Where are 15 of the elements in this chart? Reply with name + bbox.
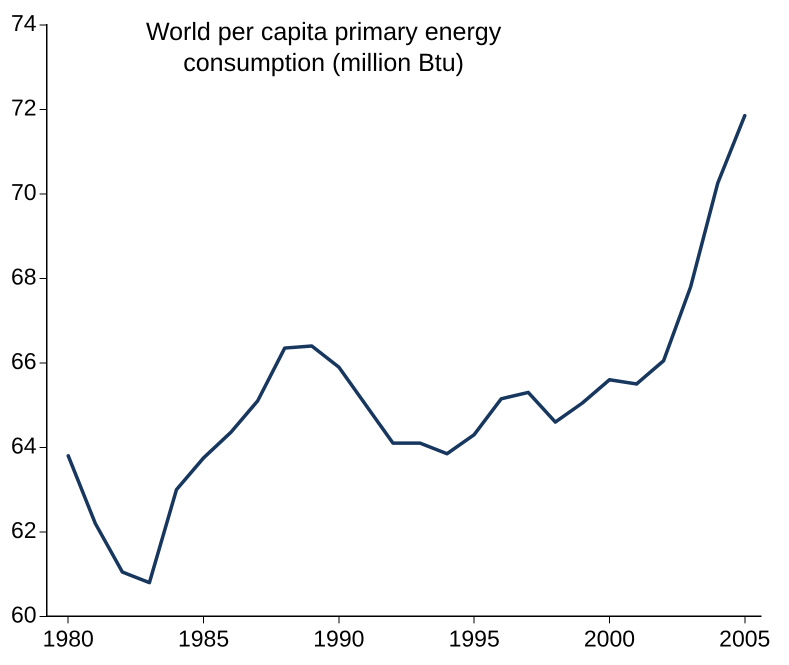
x-tick-label: 1990 <box>313 626 364 652</box>
y-tick-label: 62 <box>10 517 37 544</box>
y-tick-label: 72 <box>10 94 37 121</box>
y-tick-label: 66 <box>10 348 37 374</box>
y-tick-label: 70 <box>10 179 37 206</box>
x-tick-label: 1995 <box>448 626 500 652</box>
y-tick-label: 64 <box>10 432 37 459</box>
x-tick-label: 1985 <box>178 626 230 652</box>
chart-title: World per capita primary energy consumption (million Btu) <box>146 18 502 78</box>
x-tick-label: 2000 <box>584 626 636 652</box>
y-tick-label: 68 <box>10 264 37 290</box>
x-tick-label: 2005 <box>719 626 770 652</box>
y-tick-label: 60 <box>10 602 37 628</box>
x-tick-label: 1980 <box>42 626 94 652</box>
y-tick-label: 74 <box>10 10 37 36</box>
